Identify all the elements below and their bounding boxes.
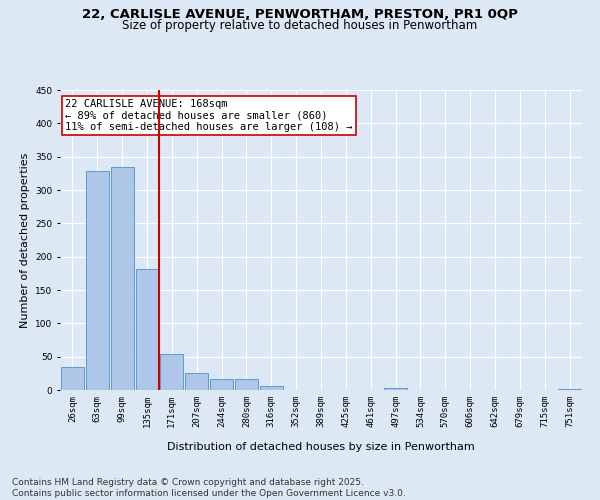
- Bar: [558, 388, 581, 390]
- Text: 22 CARLISLE AVENUE: 168sqm
← 89% of detached houses are smaller (860)
11% of sem: 22 CARLISLE AVENUE: 168sqm ← 89% of deta…: [65, 99, 353, 132]
- Bar: [210, 380, 233, 390]
- Bar: [260, 386, 283, 390]
- Bar: [185, 374, 208, 390]
- Bar: [111, 166, 134, 390]
- Bar: [235, 380, 258, 390]
- Text: Size of property relative to detached houses in Penwortham: Size of property relative to detached ho…: [122, 19, 478, 32]
- Text: 22, CARLISLE AVENUE, PENWORTHAM, PRESTON, PR1 0QP: 22, CARLISLE AVENUE, PENWORTHAM, PRESTON…: [82, 8, 518, 20]
- Bar: [86, 172, 109, 390]
- Bar: [61, 366, 84, 390]
- Y-axis label: Number of detached properties: Number of detached properties: [20, 152, 29, 328]
- Bar: [160, 354, 183, 390]
- Text: Distribution of detached houses by size in Penwortham: Distribution of detached houses by size …: [167, 442, 475, 452]
- Bar: [136, 270, 158, 390]
- Text: Contains HM Land Registry data © Crown copyright and database right 2025.
Contai: Contains HM Land Registry data © Crown c…: [12, 478, 406, 498]
- Bar: [384, 388, 407, 390]
